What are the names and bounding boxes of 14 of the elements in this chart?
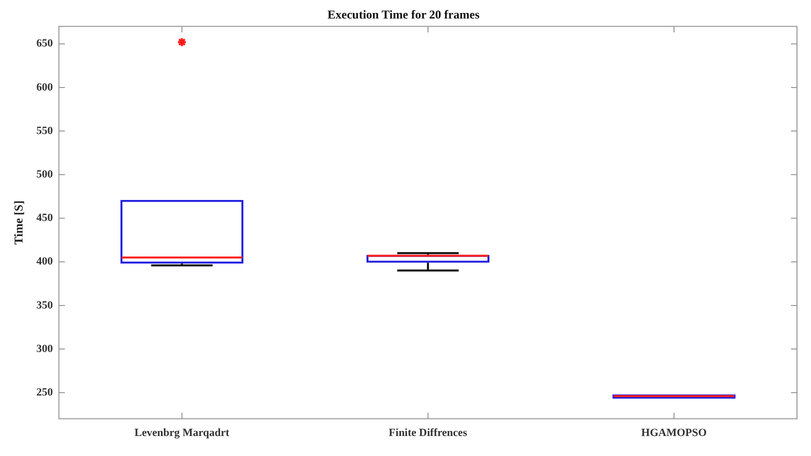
chart-title: Execution Time for 20 frames [328,7,480,22]
y-tick-label: 400 [36,256,54,268]
y-tick-label: 550 [36,124,54,137]
y-tick-label: 250 [36,386,54,398]
y-axis-title: Time [S] [11,200,26,245]
y-tick-label: 650 [36,38,54,50]
y-tick-label: 450 [36,212,54,224]
y-tick-label: 500 [36,168,54,180]
y-tick-label: 300 [36,342,54,355]
y-tick-label: 600 [36,81,54,94]
x-tick-label: Finite Diffrences [388,427,468,440]
y-tick-label: 350 [36,299,54,312]
x-tick-label: HGAMOPSO [641,427,708,440]
x-tick-label: Levenbrg Marqadrt [134,427,230,440]
